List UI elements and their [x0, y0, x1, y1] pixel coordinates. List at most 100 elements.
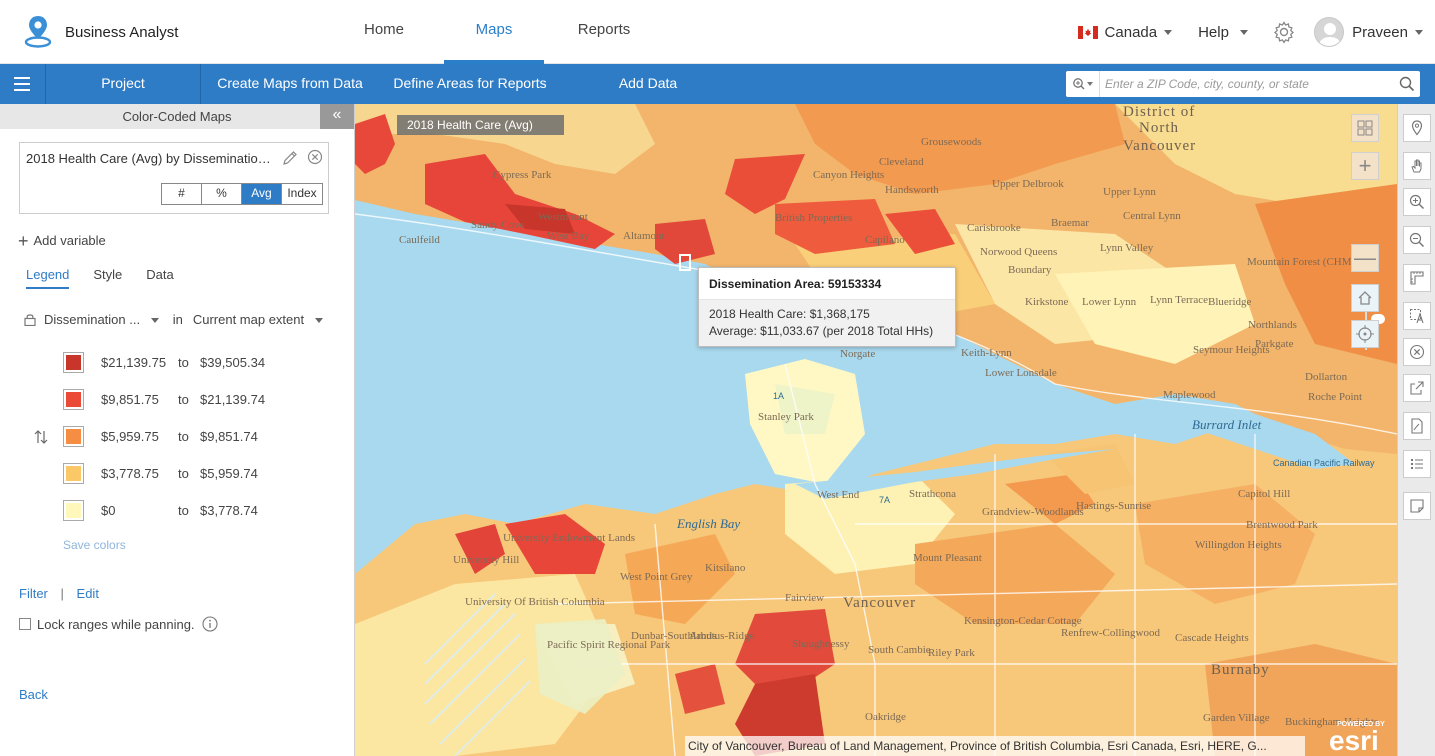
zoom-in-button[interactable]: +: [1351, 152, 1379, 180]
share-tool-button[interactable]: [1403, 374, 1431, 402]
map-label: Mountain Forest (CHMC): [1247, 256, 1363, 268]
route-shield: 1A: [773, 391, 785, 401]
map-label: West Point Grey: [620, 571, 693, 583]
legend-swatch[interactable]: [63, 463, 84, 484]
nav-maps[interactable]: Maps: [444, 0, 544, 64]
hamburger-menu-button[interactable]: [0, 64, 46, 104]
mode-avg-button[interactable]: Avg: [242, 184, 282, 204]
map-label: Buckingham Heights: [1285, 716, 1379, 728]
geography-label: Dissemination ...: [44, 312, 141, 327]
legend-from[interactable]: $9,851.75: [101, 392, 159, 407]
panel-header: Color-Coded Maps «: [0, 104, 354, 129]
geography-dropdown[interactable]: Dissemination ...: [44, 312, 159, 327]
nav-reports[interactable]: Reports: [577, 21, 631, 38]
user-name: Praveen: [1352, 23, 1408, 41]
basemap-gallery-button[interactable]: [1351, 114, 1379, 142]
esri-powered-text: POWERED BY: [1337, 721, 1385, 728]
map-label: Renfrew-Collingwood: [1061, 627, 1160, 639]
map-label: Parkgate: [1255, 338, 1294, 350]
map-label: Burnaby: [1211, 662, 1270, 678]
tab-style[interactable]: Style: [93, 267, 123, 282]
map-label: Caulfeild: [399, 234, 440, 246]
brand[interactable]: Business Analyst: [22, 14, 178, 50]
zoom-out-tool-button[interactable]: [1403, 226, 1431, 254]
legend-swatch[interactable]: [63, 500, 84, 521]
tab-data[interactable]: Data: [146, 267, 174, 282]
edit-link[interactable]: Edit: [76, 586, 99, 601]
zoom-in-tool-button[interactable]: [1403, 188, 1431, 216]
in-label: in: [172, 312, 183, 327]
search-input[interactable]: [1100, 72, 1394, 96]
legend-swatch[interactable]: [63, 352, 84, 373]
info-icon[interactable]: [202, 616, 218, 632]
lock-icon[interactable]: [24, 313, 36, 326]
back-link[interactable]: Back: [19, 687, 48, 702]
search-options-button[interactable]: [1066, 71, 1100, 97]
list-tool-button[interactable]: [1403, 450, 1431, 478]
legend-from[interactable]: $21,139.75: [101, 355, 167, 370]
mode-index-button[interactable]: Index: [287, 186, 317, 200]
pencil-icon[interactable]: [282, 150, 298, 166]
toolbar-add-data[interactable]: Add Data: [618, 75, 678, 91]
legend-swatch[interactable]: [63, 426, 84, 447]
lock-ranges-label[interactable]: Lock ranges while panning.: [37, 616, 195, 632]
collapse-panel-button[interactable]: «: [320, 104, 354, 129]
zoom-slider-handle[interactable]: [1371, 314, 1385, 324]
crosshair-icon: [1356, 325, 1374, 343]
clear-tool-button[interactable]: [1403, 338, 1431, 366]
color-coded-maps-panel: Color-Coded Maps « 2018 Health Care (Avg…: [0, 104, 355, 756]
map-label: Roche Point: [1308, 391, 1363, 403]
legend-from[interactable]: $5,959.75: [101, 429, 159, 444]
notes-tool-button[interactable]: [1403, 492, 1431, 520]
search-button[interactable]: [1394, 71, 1420, 97]
add-variable-button[interactable]: + Add variable: [18, 232, 106, 250]
toolbar-define-areas[interactable]: Define Areas for Reports: [393, 75, 547, 91]
legend-from[interactable]: $0: [101, 503, 116, 518]
map-label: Kitsilano: [705, 562, 746, 574]
zoom-search-icon: [1072, 78, 1093, 90]
map-label: University Hill: [453, 554, 520, 566]
legend-swatch[interactable]: [63, 389, 84, 410]
map-view[interactable]: 2018 Health Care (Avg) District of North…: [355, 104, 1397, 756]
country-selector[interactable]: Canada: [1077, 24, 1173, 41]
lock-ranges-row: Lock ranges while panning.: [19, 616, 218, 632]
legend-to[interactable]: $3,778.74: [200, 503, 258, 518]
area-info-popup: Dissemination Area: 59153334 2018 Health…: [698, 267, 956, 347]
measure-tool-button[interactable]: [1403, 264, 1431, 292]
pan-tool-button[interactable]: [1403, 152, 1431, 180]
label-tool-button[interactable]: [1403, 302, 1431, 330]
nav-home[interactable]: Home: [363, 21, 404, 38]
export-pdf-button[interactable]: [1403, 412, 1431, 440]
locate-button[interactable]: [1351, 320, 1379, 348]
toolbar-create-maps[interactable]: Create Maps from Data: [217, 75, 363, 91]
toolbar-project[interactable]: Project: [46, 64, 201, 104]
lock-ranges-checkbox[interactable]: [19, 618, 31, 630]
legend-to[interactable]: $21,139.74: [200, 392, 266, 407]
map-label: Grousewoods: [921, 136, 982, 148]
zoom-out-button[interactable]: —: [1351, 244, 1379, 272]
save-colors-link[interactable]: Save colors: [63, 538, 126, 552]
variable-title[interactable]: 2018 Health Care (Avg) by Dissemination …: [26, 151, 274, 166]
legend-to[interactable]: $5,959.74: [200, 466, 258, 481]
legend-to[interactable]: $39,505.34: [200, 355, 266, 370]
map-label: University Of British Columbia: [465, 596, 605, 608]
mode-percent-button[interactable]: %: [202, 184, 242, 204]
legend-from[interactable]: $3,778.75: [101, 466, 159, 481]
legend-to-word: to: [178, 392, 189, 407]
legend-to-word: to: [178, 355, 189, 370]
zoom-out-icon: [1409, 232, 1425, 248]
map-label: Strathcona: [909, 488, 957, 500]
home-extent-button[interactable]: [1351, 284, 1379, 312]
mode-count-button[interactable]: #: [162, 184, 202, 204]
gear-icon[interactable]: [1272, 20, 1296, 44]
extent-dropdown[interactable]: Current map extent: [193, 312, 323, 327]
remove-variable-icon[interactable]: [307, 149, 323, 165]
reverse-order-icon[interactable]: [33, 429, 49, 445]
user-menu[interactable]: Praveen: [1314, 17, 1423, 47]
tab-legend[interactable]: Legend: [26, 267, 70, 289]
legend-to[interactable]: $9,851.74: [200, 429, 258, 444]
add-variable-label: Add variable: [33, 233, 106, 248]
help-menu[interactable]: Help: [1198, 24, 1249, 41]
filter-link[interactable]: Filter: [19, 586, 48, 601]
pin-tool-button[interactable]: [1403, 114, 1431, 142]
